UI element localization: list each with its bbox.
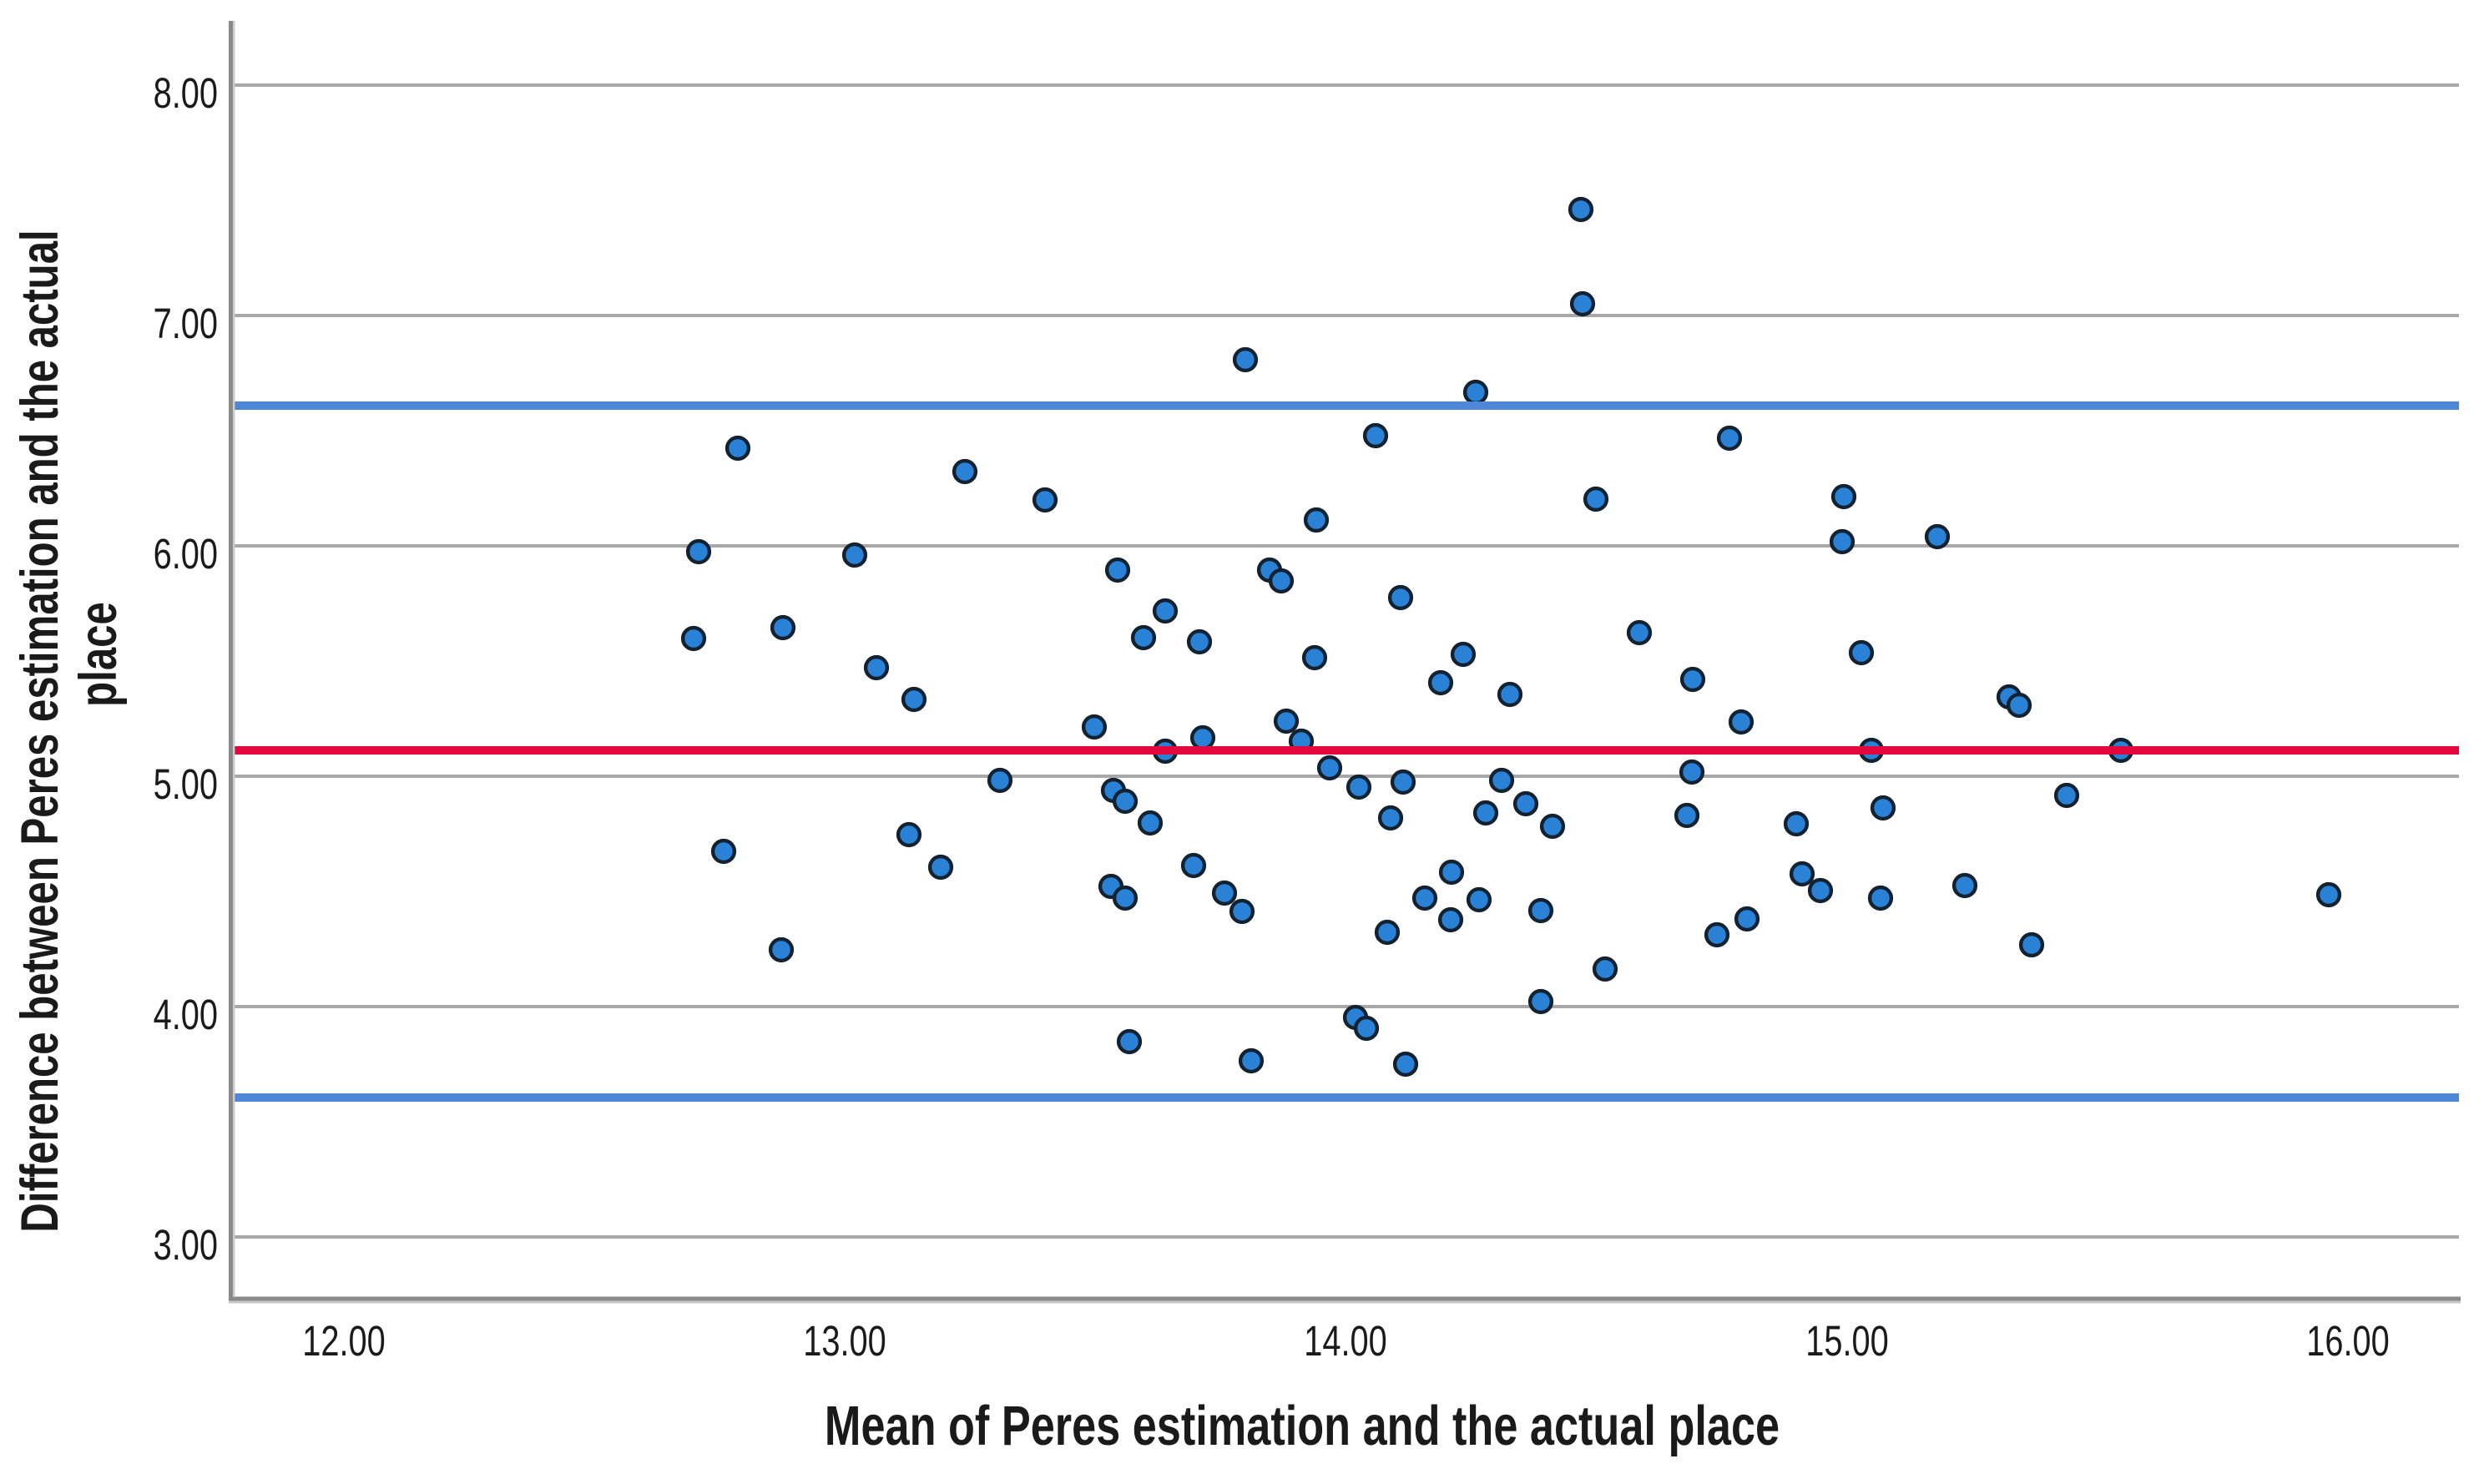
- svg-text:14.00: 14.00: [1304, 1317, 1387, 1365]
- svg-text:3.00: 3.00: [154, 1221, 218, 1269]
- svg-text:place: place: [68, 602, 127, 707]
- svg-text:4.00: 4.00: [154, 991, 218, 1038]
- svg-text:15.00: 15.00: [1805, 1317, 1889, 1365]
- svg-text:Difference between Peres estim: Difference between Peres estimation and …: [10, 230, 68, 1232]
- svg-text:6.00: 6.00: [154, 530, 218, 578]
- svg-text:12.00: 12.00: [302, 1317, 386, 1365]
- svg-text:13.00: 13.00: [803, 1317, 886, 1365]
- svg-text:Mean of Peres estimation and t: Mean of Peres estimation and the actual …: [825, 1395, 1780, 1457]
- svg-text:7.00: 7.00: [154, 300, 218, 347]
- svg-text:8.00: 8.00: [154, 69, 218, 117]
- svg-text:16.00: 16.00: [2306, 1317, 2390, 1365]
- svg-text:5.00: 5.00: [154, 760, 218, 808]
